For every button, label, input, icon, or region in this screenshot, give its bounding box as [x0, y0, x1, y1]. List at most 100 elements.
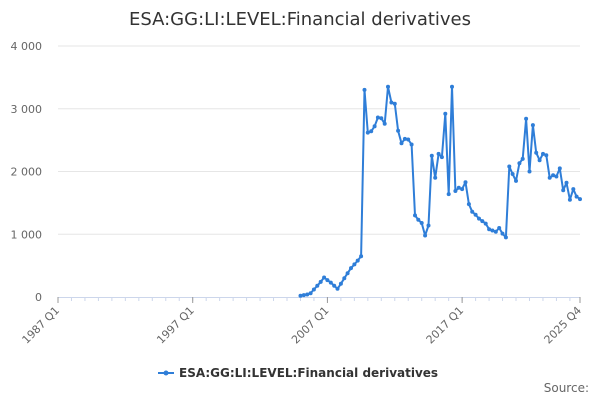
- data-point[interactable]: [389, 100, 394, 105]
- data-point[interactable]: [328, 280, 333, 285]
- data-point[interactable]: [335, 286, 340, 291]
- data-point[interactable]: [490, 228, 495, 233]
- x-tick-label: 1987 Q1: [20, 304, 63, 347]
- y-tick-label: 4 000: [11, 40, 43, 53]
- data-point[interactable]: [493, 229, 498, 234]
- x-tick-label: 1997 Q1: [154, 304, 197, 347]
- data-point[interactable]: [466, 202, 471, 207]
- data-point[interactable]: [305, 292, 310, 297]
- chart-title: ESA:GG:LI:LEVEL:Financial derivatives: [129, 9, 471, 30]
- data-point[interactable]: [510, 172, 515, 176]
- data-point[interactable]: [423, 233, 428, 238]
- data-point[interactable]: [541, 151, 545, 156]
- data-point[interactable]: [514, 178, 518, 183]
- data-point[interactable]: [517, 161, 522, 166]
- data-point[interactable]: [564, 180, 569, 185]
- data-point[interactable]: [503, 235, 508, 240]
- data-point[interactable]: [534, 150, 539, 155]
- data-point[interactable]: [322, 275, 327, 280]
- data-point[interactable]: [308, 291, 313, 296]
- data-point[interactable]: [571, 187, 576, 192]
- x-tick-label: 2007 Q1: [289, 304, 332, 347]
- series-layer: [298, 84, 582, 298]
- data-point[interactable]: [392, 101, 397, 106]
- data-point[interactable]: [551, 173, 556, 178]
- data-point[interactable]: [456, 185, 461, 190]
- data-point[interactable]: [487, 227, 492, 232]
- data-point[interactable]: [402, 136, 407, 141]
- legend-point-marker: [163, 370, 169, 376]
- data-point[interactable]: [325, 278, 330, 283]
- y-tick-label: 3 000: [11, 103, 43, 116]
- data-point[interactable]: [399, 141, 404, 146]
- data-point[interactable]: [554, 174, 559, 179]
- data-point[interactable]: [365, 130, 370, 135]
- data-point[interactable]: [409, 142, 414, 147]
- data-point[interactable]: [527, 169, 532, 174]
- data-point[interactable]: [480, 219, 485, 224]
- data-point[interactable]: [507, 164, 512, 169]
- data-point[interactable]: [433, 175, 438, 180]
- legend-label[interactable]: ESA:GG:LI:LEVEL:Financial derivatives: [179, 366, 438, 380]
- x-tick-label: 2025 Q4: [542, 304, 585, 347]
- data-point[interactable]: [369, 129, 374, 134]
- data-point[interactable]: [379, 116, 384, 121]
- data-point[interactable]: [567, 197, 572, 202]
- data-point[interactable]: [396, 128, 401, 133]
- data-point[interactable]: [436, 151, 441, 156]
- data-point[interactable]: [419, 221, 424, 225]
- data-point[interactable]: [349, 266, 353, 271]
- data-point[interactable]: [298, 293, 303, 298]
- data-point[interactable]: [318, 279, 323, 284]
- data-point[interactable]: [429, 153, 434, 158]
- data-point[interactable]: [338, 281, 343, 286]
- data-point[interactable]: [443, 111, 448, 116]
- data-point[interactable]: [359, 254, 364, 259]
- data-point[interactable]: [557, 166, 562, 171]
- legend[interactable]: ESA:GG:LI:LEVEL:Financial derivatives: [158, 366, 438, 380]
- data-point[interactable]: [352, 262, 357, 267]
- data-point[interactable]: [537, 158, 542, 163]
- data-point[interactable]: [301, 293, 306, 298]
- data-point[interactable]: [561, 188, 566, 193]
- data-point[interactable]: [544, 153, 549, 158]
- data-point[interactable]: [372, 124, 377, 129]
- data-point[interactable]: [382, 121, 387, 126]
- data-point[interactable]: [450, 84, 454, 89]
- data-point[interactable]: [342, 276, 347, 281]
- y-tick-label: 1 000: [11, 228, 43, 241]
- data-point[interactable]: [497, 226, 502, 230]
- data-point[interactable]: [355, 258, 360, 263]
- credits-source[interactable]: Source:: [544, 381, 589, 395]
- data-point[interactable]: [362, 87, 367, 92]
- data-point[interactable]: [416, 217, 421, 222]
- y-axis-labels: 0 1 000 2 000 3 000 4 000: [11, 40, 43, 304]
- data-point[interactable]: [413, 213, 417, 218]
- data-point[interactable]: [386, 84, 390, 89]
- data-point[interactable]: [463, 180, 468, 185]
- data-point[interactable]: [524, 116, 529, 121]
- data-point[interactable]: [574, 194, 579, 199]
- data-point[interactable]: [530, 123, 535, 128]
- data-point[interactable]: [483, 221, 488, 226]
- data-point[interactable]: [460, 187, 465, 192]
- data-point[interactable]: [453, 189, 458, 193]
- series-line[interactable]: [300, 85, 581, 297]
- data-point[interactable]: [345, 271, 350, 276]
- data-point[interactable]: [446, 192, 451, 197]
- data-point[interactable]: [520, 156, 525, 161]
- data-point[interactable]: [578, 197, 582, 202]
- data-point[interactable]: [375, 115, 380, 120]
- data-point[interactable]: [406, 137, 411, 142]
- data-point[interactable]: [439, 155, 444, 160]
- data-point[interactable]: [547, 175, 552, 180]
- data-point[interactable]: [315, 283, 320, 288]
- data-point[interactable]: [477, 216, 481, 221]
- data-point[interactable]: [473, 212, 478, 217]
- data-point[interactable]: [311, 287, 316, 292]
- data-point[interactable]: [332, 283, 337, 288]
- data-point[interactable]: [426, 223, 431, 228]
- data-point[interactable]: [470, 209, 475, 214]
- data-point[interactable]: [500, 231, 505, 236]
